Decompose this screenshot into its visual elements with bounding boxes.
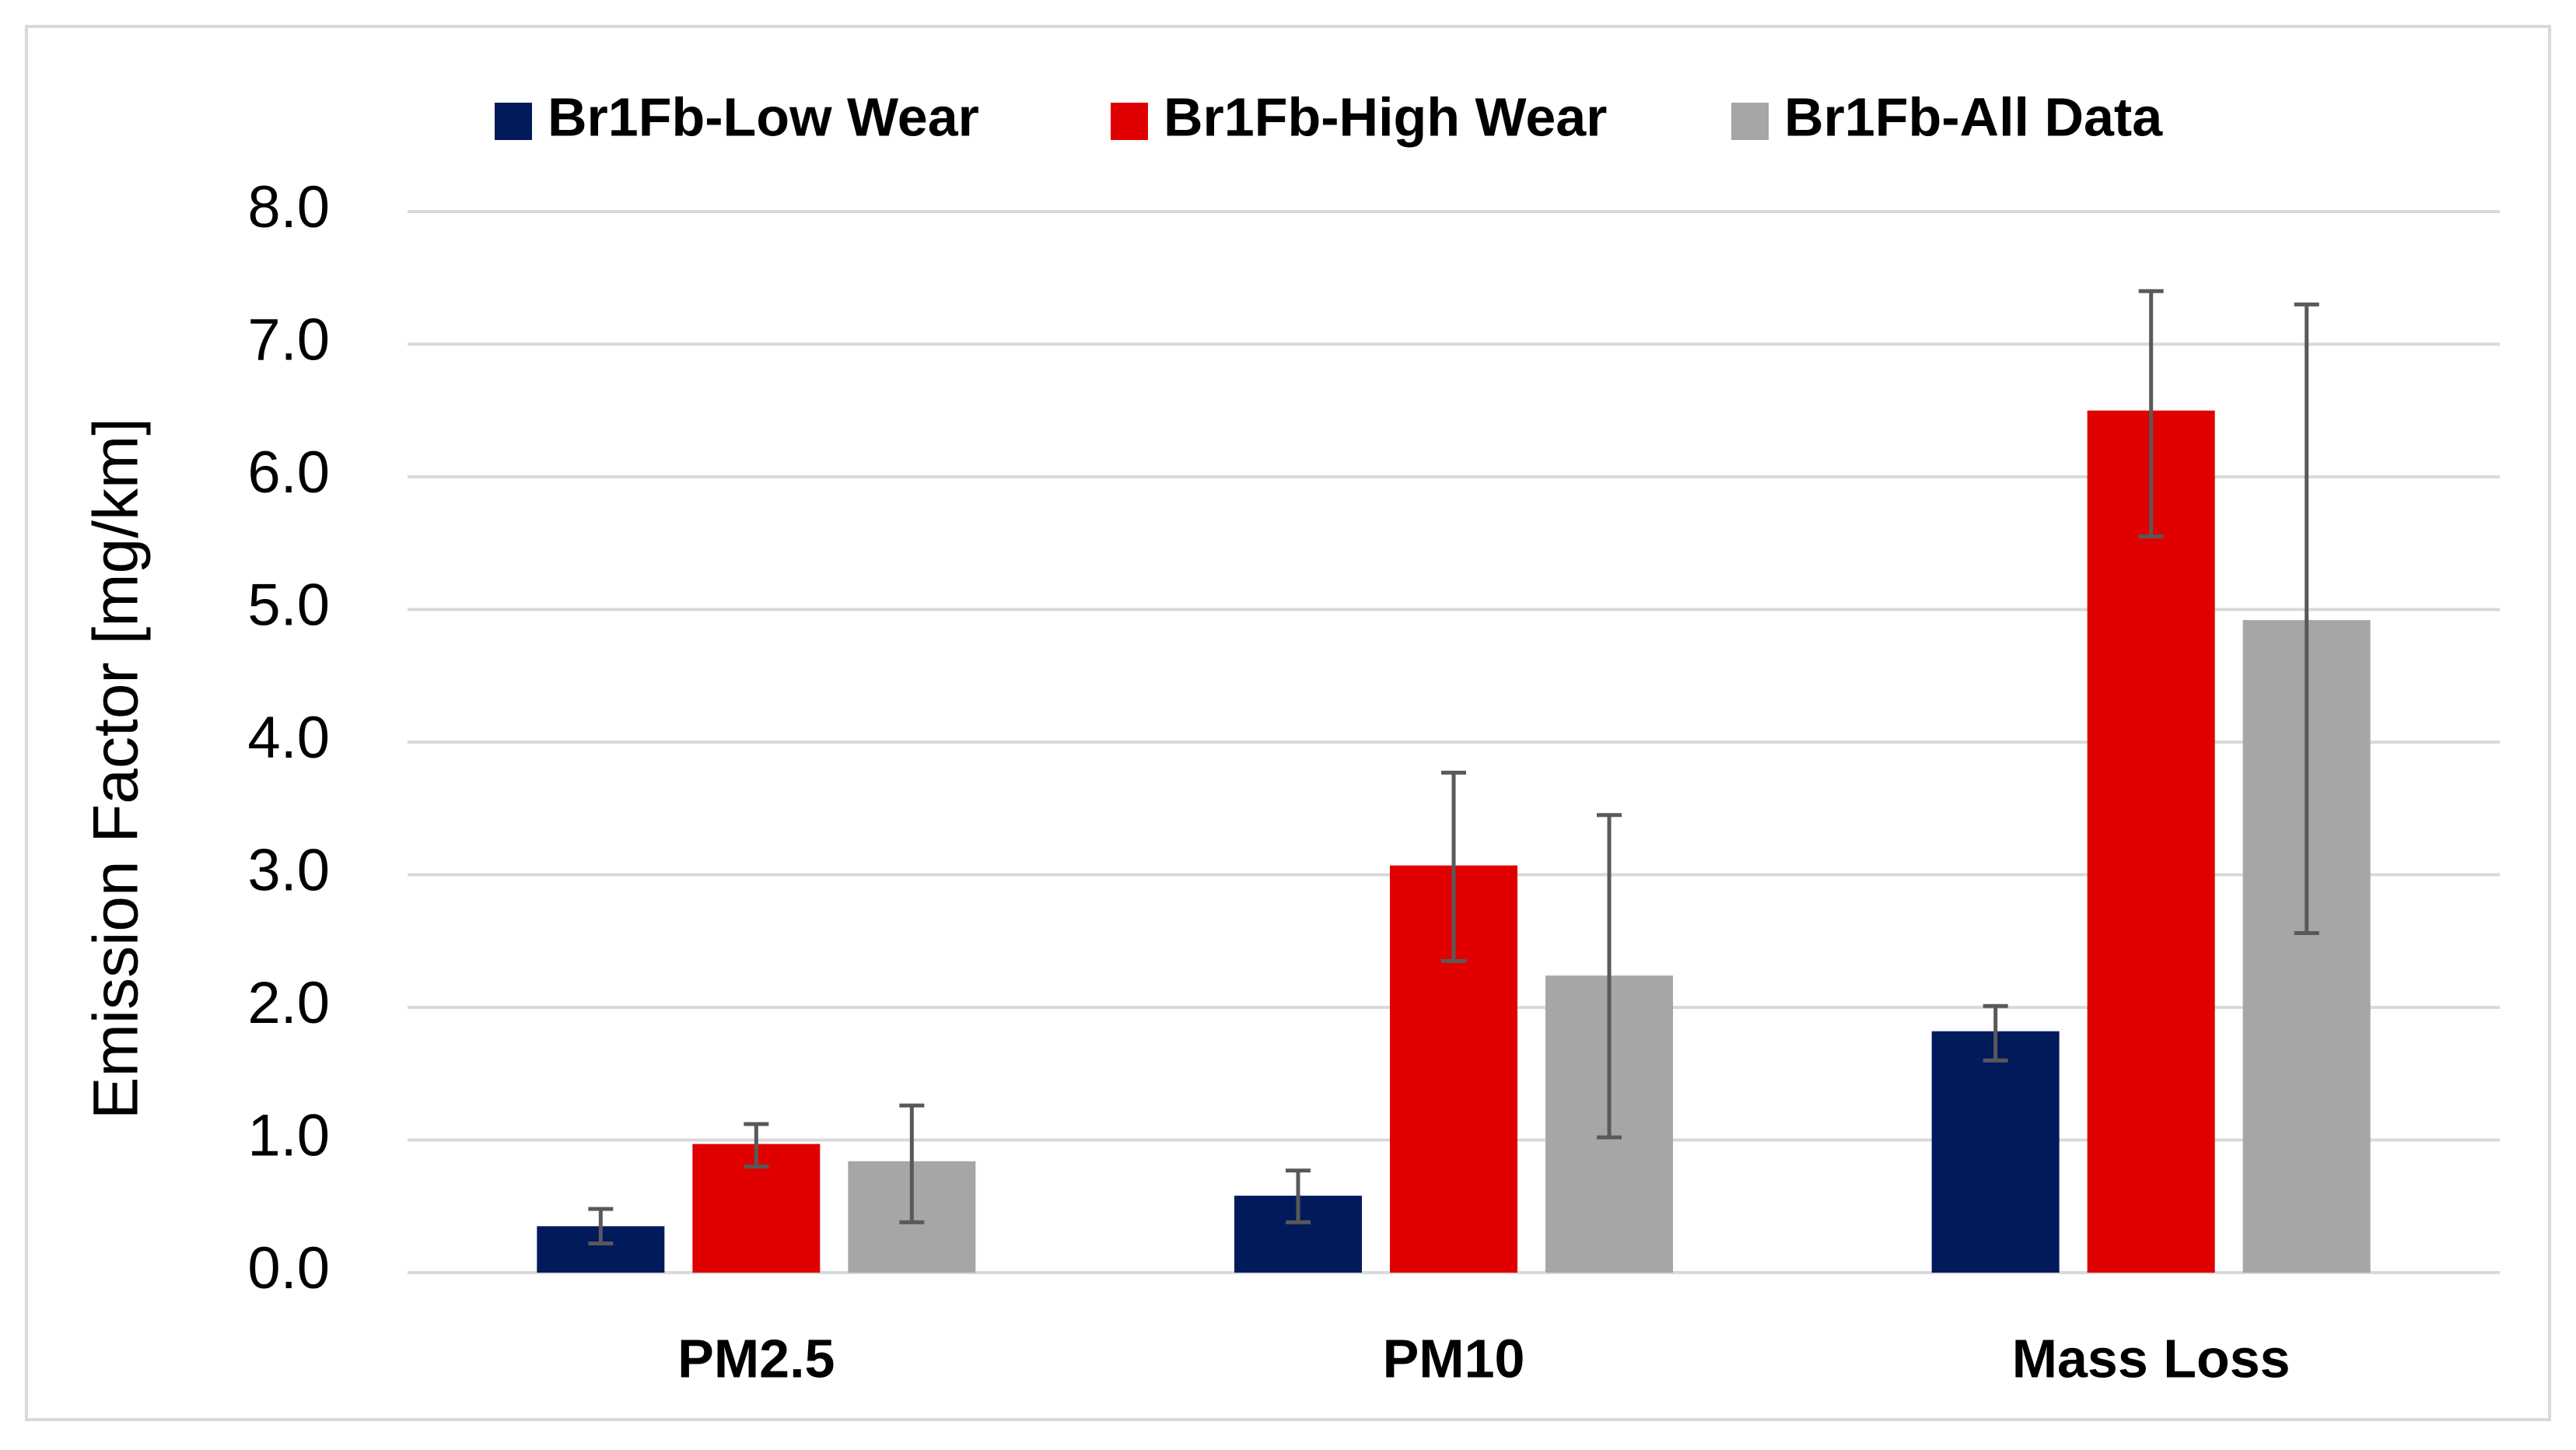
- y-axis-tick-labels: 0.0 1.0 2.0 3.0 4.0 5.0 6.0 7.0 8.0: [247, 174, 330, 1301]
- y-tick-label: 6.0: [247, 440, 330, 506]
- y-axis-label: Emission Factor [mg/km]: [81, 418, 152, 1119]
- legend-label: Br1Fb-Low Wear: [548, 86, 979, 147]
- x-tick-label: PM2.5: [677, 1328, 835, 1389]
- legend-label: Br1Fb-High Wear: [1164, 86, 1607, 147]
- y-tick-label: 5.0: [247, 573, 330, 639]
- y-tick-label: 1.0: [247, 1103, 330, 1169]
- x-tick-label: PM10: [1383, 1328, 1525, 1389]
- y-tick-label: 7.0: [247, 307, 330, 373]
- legend: Br1Fb-Low Wear Br1Fb-High Wear Br1Fb-All D…: [495, 86, 2163, 147]
- legend-swatch: [495, 103, 532, 140]
- x-tick-label: Mass Loss: [2012, 1328, 2291, 1389]
- y-tick-label: 4.0: [247, 705, 330, 771]
- y-tick-label: 0.0: [247, 1235, 330, 1301]
- bar: [1931, 1031, 2060, 1273]
- error-bars: [588, 289, 2319, 1245]
- y-tick-label: 2.0: [247, 970, 330, 1036]
- y-tick-label: 8.0: [247, 174, 330, 240]
- legend-swatch: [1111, 103, 1148, 140]
- y-tick-label: 3.0: [247, 838, 330, 904]
- legend-swatch: [1731, 103, 1769, 140]
- legend-label: Br1Fb-All Data: [1784, 86, 2163, 147]
- bar: [2087, 410, 2215, 1273]
- x-axis-tick-labels: PM2.5 PM10 Mass Loss: [677, 1328, 2290, 1389]
